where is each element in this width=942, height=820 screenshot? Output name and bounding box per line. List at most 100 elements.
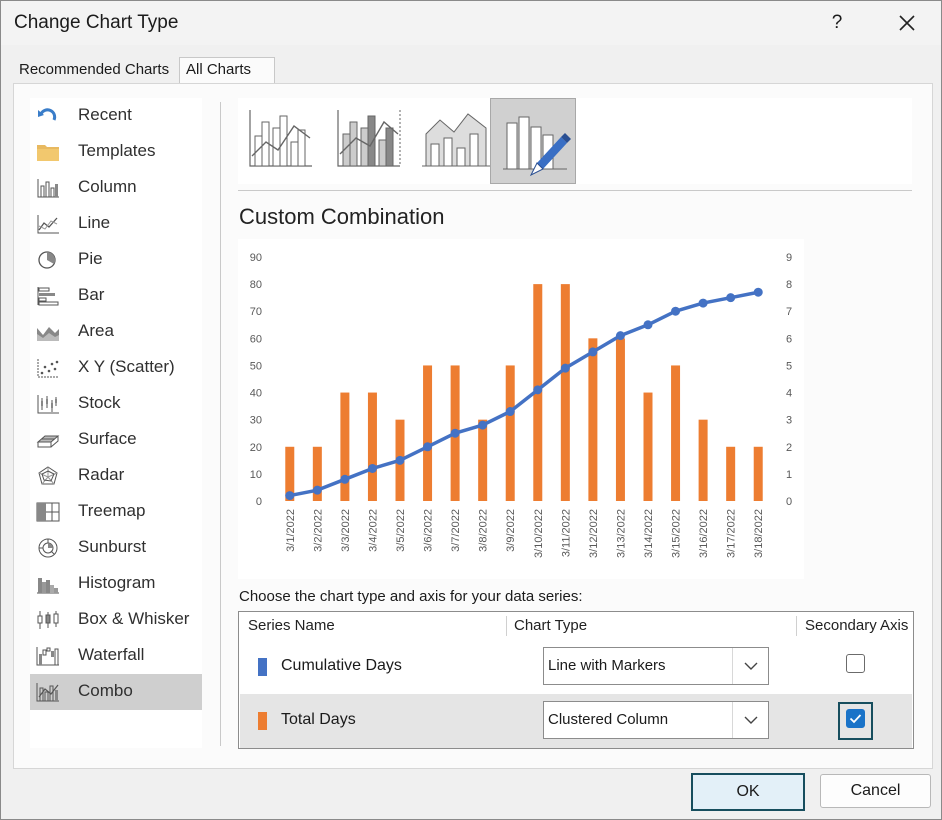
sidebar-item-radar[interactable]: Radar	[30, 458, 202, 494]
sidebar-item-sunburst[interactable]: Sunburst	[30, 530, 202, 566]
sidebar-item-label: Surface	[78, 429, 137, 448]
sidebar-item-bar[interactable]: Bar	[30, 278, 202, 314]
bar-total-days	[367, 392, 377, 501]
sidebar-item-label: Bar	[78, 285, 105, 304]
clustered-column-line-secondary-axis-icon	[337, 110, 401, 167]
stacked-area-clustered-column-icon	[422, 113, 490, 167]
y2-axis-tick-label: 0	[786, 496, 792, 508]
bar-total-days	[340, 392, 350, 501]
sidebar-item-recent[interactable]: Recent	[30, 98, 202, 134]
line-cumulative-days	[289, 290, 759, 498]
sidebar-item-box-whisker[interactable]: Box & Whisker	[30, 602, 202, 638]
cancel-button[interactable]: Cancel	[820, 774, 931, 808]
sidebar-item-label: Templates	[78, 141, 156, 160]
sidebar-item-label: Box & Whisker	[78, 609, 190, 628]
x-axis-tick-label: 3/16/2022	[698, 509, 710, 558]
y2-axis-tick-label: 7	[786, 306, 792, 318]
templates-icon	[37, 145, 59, 161]
y-axis-tick-label: 10	[250, 469, 262, 481]
pie-chart-icon	[38, 251, 56, 269]
tab-all-charts[interactable]: All Charts	[179, 57, 275, 84]
marker-cumulative-days	[285, 491, 295, 501]
sidebar-item-waterfall[interactable]: Waterfall	[30, 638, 202, 674]
subtype-custom-combination[interactable]	[490, 98, 576, 184]
marker-cumulative-days	[643, 320, 653, 330]
marker-cumulative-days	[726, 293, 736, 303]
series-instruction: Choose the chart type and axis for your …	[239, 588, 583, 605]
y2-axis-tick-label: 5	[786, 360, 792, 372]
combo-chart-icon	[36, 683, 59, 702]
series-row-cumulative-days[interactable]: Cumulative Days Line with Markers	[240, 640, 912, 694]
close-button[interactable]	[893, 9, 921, 37]
sidebar-item-label: Recent	[78, 105, 132, 124]
x-axis-tick-label: 3/8/2022	[478, 509, 490, 552]
ok-button[interactable]: OK	[691, 773, 805, 811]
subtype-stacked-area-clustered-column[interactable]	[414, 98, 498, 182]
marker-cumulative-days	[615, 331, 625, 341]
x-axis-tick-label: 3/10/2022	[533, 509, 545, 558]
sidebar-item-combo[interactable]: Combo	[30, 674, 202, 710]
radar-chart-icon	[38, 466, 58, 485]
x-axis-tick-label: 3/5/2022	[395, 509, 407, 552]
dropdown-toggle[interactable]	[732, 648, 769, 684]
sidebar-item-templates[interactable]: Templates	[30, 134, 202, 170]
sidebar-item-treemap[interactable]: Treemap	[30, 494, 202, 530]
tab-recommended-charts[interactable]: Recommended Charts	[19, 61, 170, 78]
chart-type-dropdown[interactable]: Line with Markers	[543, 647, 769, 685]
sidebar-item-line[interactable]: Line	[30, 206, 202, 242]
series-color-swatch	[258, 712, 267, 730]
sidebar-item-label: Area	[78, 321, 114, 340]
stock-chart-icon	[37, 395, 59, 414]
y2-axis-tick-label: 6	[786, 333, 792, 345]
y2-axis-tick-label: 3	[786, 415, 792, 427]
marker-cumulative-days	[753, 287, 763, 297]
waterfall-chart-icon	[36, 647, 59, 666]
y2-axis-tick-label: 8	[786, 279, 792, 291]
sidebar-item-area[interactable]: Area	[30, 314, 202, 350]
bar-total-days	[312, 446, 322, 501]
sidebar-item-label: Histogram	[78, 573, 156, 592]
sidebar-item-label: Pie	[78, 249, 103, 268]
sidebar-item-label: Treemap	[78, 501, 146, 520]
column-header-chart-type: Chart Type	[514, 617, 588, 634]
sidebar-item-stock[interactable]: Stock	[30, 386, 202, 422]
series-color-swatch	[258, 658, 267, 676]
subtype-clustered-column-line[interactable]	[238, 98, 322, 182]
secondary-axis-checkbox[interactable]	[846, 709, 865, 728]
x-axis-tick-label: 3/12/2022	[588, 509, 600, 558]
bar-total-days	[478, 419, 488, 501]
subtype-clustered-column-line-secondary[interactable]	[326, 98, 410, 182]
line-chart-icon	[37, 215, 59, 234]
sidebar-item-label: Waterfall	[78, 645, 145, 664]
dialog-title: Change Chart Type	[14, 12, 179, 33]
column-header-series-name: Series Name	[248, 617, 335, 634]
sidebar-item-label: X Y (Scatter)	[78, 357, 175, 376]
sidebar-item-scatter[interactable]: X Y (Scatter)	[30, 350, 202, 386]
marker-cumulative-days	[588, 347, 598, 357]
secondary-axis-checkbox[interactable]	[846, 654, 865, 673]
marker-cumulative-days	[505, 407, 515, 417]
y-axis-tick-label: 90	[250, 252, 262, 264]
gallery-separator	[238, 190, 912, 191]
bar-total-days	[671, 365, 681, 501]
bar-total-days	[423, 365, 433, 501]
bar-total-days	[726, 446, 736, 501]
sidebar-item-pie[interactable]: Pie	[30, 242, 202, 278]
chart-preview-svg: 0 10 20 30 40 50 60 70 80 90 0 1 2 3 4 5 6 7 8 9 3/1/2022 3/2…	[250, 252, 792, 558]
sidebar-item-label: Radar	[78, 465, 125, 484]
sidebar-item-label: Sunburst	[78, 537, 147, 556]
chart-type-dropdown[interactable]: Clustered Column	[543, 701, 769, 739]
title-bar: Change Chart Type ?	[1, 1, 941, 45]
series-row-total-days[interactable]: Total Days Clustered Column	[240, 694, 912, 748]
y-axis-tick-label: 20	[250, 442, 262, 454]
sidebar-item-histogram[interactable]: Histogram	[30, 566, 202, 602]
x-axis-tick-label: 3/4/2022	[367, 509, 379, 552]
dropdown-toggle[interactable]	[732, 702, 769, 738]
chart-preview: 0 10 20 30 40 50 60 70 80 90 0 1 2 3 4 5 6 7 8 9 3/1/2022 3/2…	[238, 239, 804, 579]
x-axis-tick-label: 3/3/2022	[340, 509, 352, 552]
sidebar-item-column[interactable]: Column	[30, 170, 202, 206]
chart-subtype-gallery	[238, 98, 912, 184]
sidebar-item-surface[interactable]: Surface	[30, 422, 202, 458]
column-header-secondary-axis: Secondary Axis	[805, 617, 909, 634]
help-button[interactable]: ?	[831, 12, 843, 33]
